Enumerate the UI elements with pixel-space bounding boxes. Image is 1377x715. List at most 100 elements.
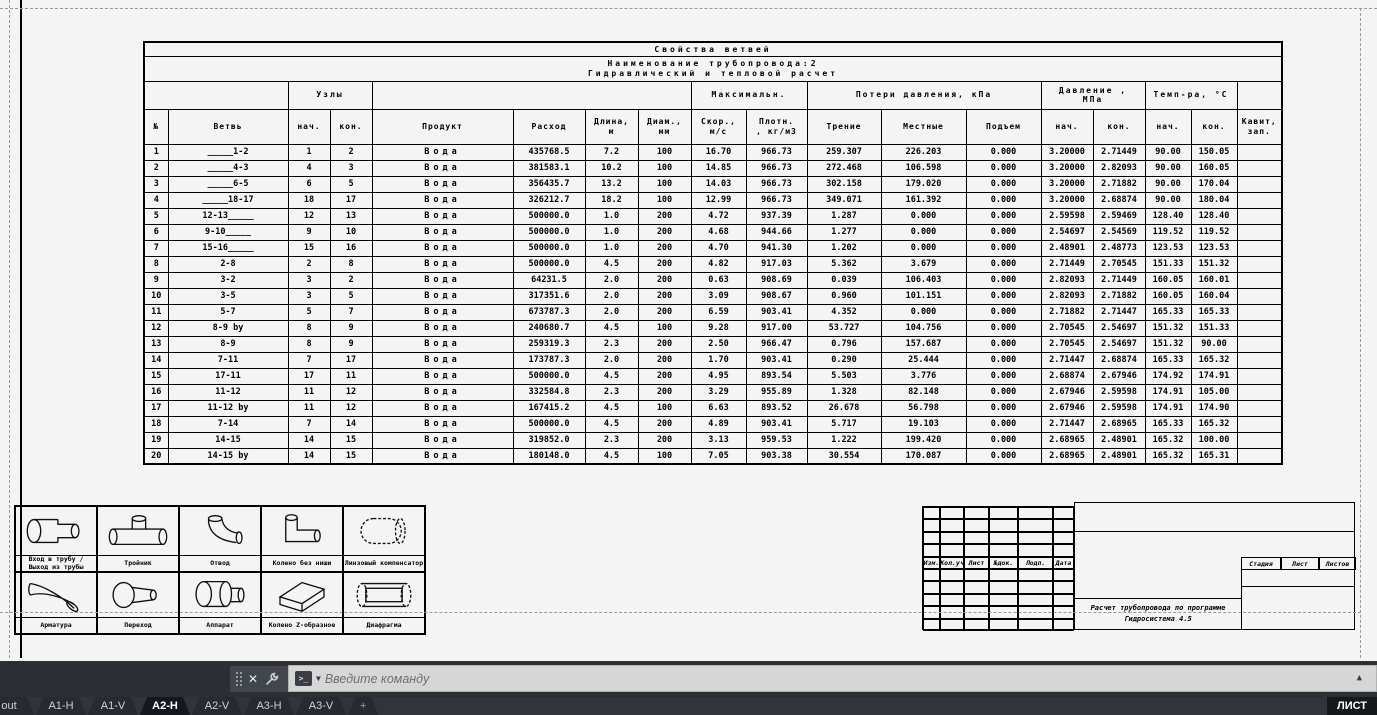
stamp-cell — [940, 519, 964, 532]
table-cell: 167415.2 — [512, 399, 586, 417]
table-cell — [1236, 223, 1283, 241]
table-row: 7 15-16_____ 15 16 Вода 500000.0 1.0 200 4.70 941… — [143, 239, 1283, 257]
new-layout-tab-button[interactable]: + — [348, 697, 378, 715]
table-cell: 944.66 — [745, 223, 808, 241]
status-list-label[interactable]: ЛИСТ — [1326, 697, 1377, 715]
drawing-canvas[interactable]: Свойства ветвей Наименование трубопровод… — [0, 0, 1377, 661]
stamp-cell — [1018, 544, 1053, 557]
command-placeholder: Введите команду — [324, 671, 430, 686]
table-cell — [1236, 271, 1283, 289]
table-cell: 15-16_____ — [167, 239, 289, 257]
table-cell: 151.32 — [1144, 335, 1192, 353]
table-cell: 5 — [287, 303, 331, 321]
table-cell: Вода — [371, 143, 514, 161]
layout-tab-out[interactable]: out — [0, 697, 34, 715]
close-icon[interactable]: ✕ — [248, 672, 259, 686]
table-cell: 200 — [637, 303, 692, 321]
group-cell — [371, 80, 692, 110]
layout-tab-A3-H[interactable]: A3-H — [244, 697, 294, 715]
table-cell: 165.32 — [1190, 415, 1238, 433]
table-cell: 82.148 — [880, 383, 967, 401]
table-cell: 105.00 — [1190, 383, 1238, 401]
table-cell: 2.68874 — [1040, 367, 1094, 385]
stamp-cell — [923, 531, 940, 545]
table-cell: 955.89 — [745, 383, 808, 401]
table-cell: Вода — [371, 191, 514, 209]
table-cell: 106.598 — [880, 159, 967, 177]
table-cell: 2.71449 — [1040, 255, 1094, 273]
layout-tab-A3-V[interactable]: A3-V — [296, 697, 346, 715]
stamp-cell — [923, 544, 940, 557]
table-cell: 7.2 — [584, 143, 639, 161]
table-cell: 2.3 — [584, 383, 639, 401]
table-cell: Вода — [371, 207, 514, 225]
table-title: Свойства ветвей — [143, 41, 1283, 57]
table-cell: 0.000 — [965, 447, 1042, 465]
stamp-cell — [923, 593, 940, 607]
stamp-cell — [1018, 581, 1053, 594]
table-cell: 0.960 — [806, 287, 882, 305]
table-cell: 0.000 — [880, 239, 967, 257]
group-cell-temp: Темп-ра, °C — [1144, 80, 1238, 110]
wrench-icon[interactable] — [264, 671, 280, 687]
table-cell: 165.33 — [1144, 351, 1192, 369]
stamp-cell — [1018, 568, 1053, 582]
table-cell: 0.000 — [965, 351, 1042, 369]
column-header: кон. — [1190, 108, 1238, 145]
command-window-chip[interactable]: ✕ — [230, 666, 288, 692]
command-prompt-icon[interactable]: >_ — [295, 671, 312, 686]
table-cell: 4.68 — [690, 223, 747, 241]
table-cell — [1236, 447, 1283, 465]
table-cell: 18.2 — [584, 191, 639, 209]
doc-title-line2: Гидросистема 4.5 — [1124, 614, 1192, 623]
table-row: 1 _____1-2 1 2 Вода 435768.5 7.2 100 16.70 966.73… — [143, 143, 1283, 161]
table-cell: 3.20000 — [1040, 175, 1094, 193]
table-cell: 90.00 — [1144, 143, 1192, 161]
table-cell: 0.000 — [965, 399, 1042, 417]
table-cell: 165.33 — [1144, 303, 1192, 321]
table-cell: 2.0 — [584, 303, 639, 321]
table-cell: 3.679 — [880, 255, 967, 273]
layout-tab-A1-H[interactable]: A1-H — [36, 697, 86, 715]
drag-grip-icon[interactable] — [235, 671, 242, 687]
table-cell: 903.41 — [745, 351, 808, 369]
layout-tab-A2-H[interactable]: A2-H — [140, 697, 190, 715]
table-cell: 180.04 — [1190, 191, 1238, 209]
table-row: 13 8-9 8 9 Вода 259319.3 2.3 200 2.50 966.47 0.796… — [143, 335, 1283, 353]
table-cell: 2.71449 — [1092, 143, 1146, 161]
column-header: Подъем — [965, 108, 1042, 145]
command-input[interactable]: >_ ▼ Введите команду ▲ — [288, 665, 1377, 692]
table-cell: 179.020 — [880, 175, 967, 193]
table-cell: 14.03 — [690, 175, 747, 193]
table-cell: 161.392 — [880, 191, 967, 209]
layout-tab-A2-V[interactable]: A2-V — [192, 697, 242, 715]
table-cell: 2.59598 — [1092, 383, 1146, 401]
table-cell: 4.70 — [690, 239, 747, 257]
stamp-cell — [940, 531, 964, 545]
table-cell — [1236, 335, 1283, 353]
layout-tab-A1-V[interactable]: A1-V — [88, 697, 138, 715]
table-row: 6 9-10_____ 9 10 Вода 500000.0 1.0 200 4.68 944.6… — [143, 223, 1283, 241]
chevron-down-icon[interactable]: ▼ — [316, 674, 321, 683]
table-cell: 2.50 — [690, 335, 747, 353]
table-cell: _____6-5 — [167, 175, 289, 193]
table-cell: 6.59 — [690, 303, 747, 321]
table-row: 12 8-9 by 8 9 Вода 240680.7 4.5 100 9.28 917.00 53… — [143, 319, 1283, 337]
table-cell: 16 — [329, 239, 373, 257]
table-cell: 1.287 — [806, 207, 882, 225]
table-cell: 119.52 — [1190, 223, 1238, 241]
table-row: 10 3-5 3 5 Вода 317351.6 2.0 200 3.09 908.67 0.960… — [143, 287, 1283, 305]
stamp-cell — [964, 618, 989, 631]
table-cell: Вода — [371, 223, 514, 241]
table-cell: 2.59469 — [1092, 207, 1146, 225]
table-cell: 2 — [287, 255, 331, 273]
expand-arrow-icon[interactable]: ▲ — [1356, 673, 1362, 683]
table-cell: 500000.0 — [512, 255, 586, 273]
table-row: 16 11-12 11 12 Вода 332584.8 2.3 200 3.29 955.89 1… — [143, 383, 1283, 401]
table-cell: 5.717 — [806, 415, 882, 433]
paper-margin-left — [9, 0, 10, 658]
table-cell: 160.05 — [1144, 287, 1192, 305]
table-cell: 0.000 — [965, 303, 1042, 321]
stamp-cell — [964, 507, 989, 520]
table-cell — [1236, 383, 1283, 401]
